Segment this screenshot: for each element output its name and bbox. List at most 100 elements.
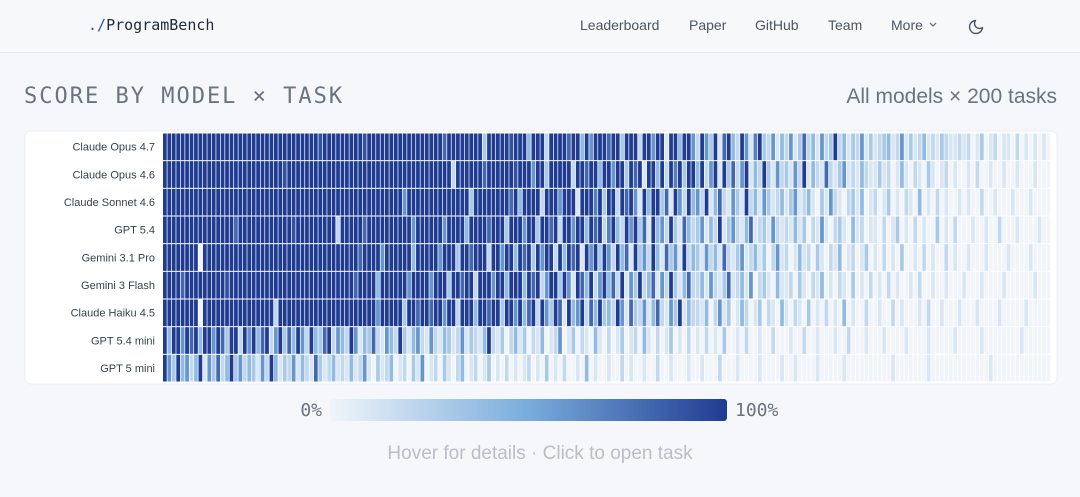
heatmap-cell (824, 299, 829, 327)
heatmap-cell (1042, 299, 1046, 327)
heatmap-cell (389, 327, 394, 354)
heatmap-cell (176, 161, 181, 188)
row-label: GPT 5.4 mini (91, 335, 155, 347)
heatmap-cell (766, 299, 771, 327)
heatmap-cell (784, 299, 789, 327)
heatmap-cell (544, 133, 549, 161)
heatmap-cell (229, 354, 234, 382)
row-label: GPT 5.4 (114, 225, 155, 237)
heatmap-cell (336, 354, 340, 382)
heatmap-cell (513, 244, 518, 271)
heatmap-cell (562, 133, 567, 161)
heatmap-cell (336, 271, 340, 299)
heatmap-cell (913, 216, 918, 244)
heatmap-cell (544, 216, 549, 244)
heatmap-cell (265, 327, 269, 354)
heatmap-cell (975, 244, 980, 271)
heatmap-cell (624, 271, 629, 299)
heatmap-cell (447, 271, 451, 299)
heatmap-cell (904, 244, 909, 271)
heatmap-cell (864, 133, 869, 161)
heatmap-cell (558, 271, 562, 299)
heatmap-cell (180, 299, 185, 327)
heatmap-cell (163, 133, 167, 161)
heatmap-cell (771, 354, 776, 382)
heatmap-cell (1037, 354, 1042, 382)
heatmap-cell (167, 161, 172, 188)
heatmap-cell (362, 271, 367, 299)
heatmap-cell (704, 216, 709, 244)
heatmap-cell (567, 354, 571, 382)
heatmap-cell (851, 161, 855, 188)
nav-link[interactable]: Leaderboard (580, 17, 660, 33)
logo[interactable]: ./ProgramBench (88, 16, 214, 34)
heatmap-cell (651, 216, 656, 244)
heatmap-cell (1011, 244, 1015, 271)
heatmap-cell (908, 133, 913, 161)
heatmap-cell (806, 354, 811, 382)
heatmap-cell (598, 133, 602, 161)
heatmap-cell (247, 216, 252, 244)
heatmap-cell (1006, 188, 1011, 216)
heatmap-cell (624, 327, 629, 354)
heatmap-cell (753, 244, 758, 271)
heatmap-cell (225, 244, 229, 271)
heatmap-cell (646, 299, 651, 327)
heatmap-cell (851, 133, 855, 161)
theme-toggle[interactable] (964, 11, 992, 39)
heatmap-cell (256, 133, 260, 161)
heatmap-cell (1042, 216, 1046, 244)
heatmap-cell (686, 299, 691, 327)
heatmap-cell (1015, 271, 1020, 299)
heatmap-cell (624, 133, 629, 161)
heatmap-cell (984, 161, 989, 188)
heatmap-cell (411, 244, 416, 271)
heatmap-cell (598, 299, 602, 327)
heatmap-cell (393, 354, 398, 382)
heatmap-cell (451, 299, 456, 327)
heatmap-cell (305, 188, 309, 216)
heatmap-cell (274, 188, 278, 216)
heatmap-cell (282, 216, 287, 244)
heatmap-cell (695, 133, 700, 161)
heatmap-cell (615, 327, 620, 354)
heatmap-cell (731, 327, 736, 354)
heatmap-cell (247, 133, 252, 161)
heatmap-cell (185, 133, 189, 161)
heatmap-cell (504, 161, 509, 188)
heatmap-cell (917, 133, 922, 161)
heatmap-cell (873, 354, 878, 382)
heatmap-cell (562, 299, 567, 327)
heatmap-cell (638, 327, 642, 354)
heatmap-cell (771, 327, 776, 354)
nav-link[interactable]: More (891, 17, 923, 33)
heatmap-cell (242, 354, 247, 382)
heatmap-cell (238, 216, 243, 244)
heatmap-cell (211, 133, 216, 161)
heatmap-cell (260, 327, 265, 354)
heatmap-cell (163, 161, 167, 188)
heatmap-cell (167, 354, 172, 382)
nav-link[interactable]: Team (828, 17, 863, 33)
heatmap-cell (673, 354, 678, 382)
heatmap-cell (389, 354, 394, 382)
heatmap-cell (704, 244, 709, 271)
nav-link[interactable]: Paper (689, 17, 727, 33)
heatmap-cell (225, 327, 229, 354)
heatmap-cell (598, 244, 602, 271)
heatmap-cell (611, 327, 616, 354)
heatmap-cell (487, 244, 491, 271)
heatmap-cell (313, 271, 318, 299)
heatmap-cell (744, 188, 749, 216)
heatmap-cell (926, 161, 931, 188)
heatmap-cell (744, 327, 749, 354)
nav-link[interactable]: GitHub (755, 17, 799, 33)
heatmap-cell (811, 133, 815, 161)
heatmap-cell (833, 327, 838, 354)
heatmap-cell (944, 244, 949, 271)
heatmap-cell (274, 271, 278, 299)
heatmap-cell (633, 271, 638, 299)
heatmap-cell (198, 244, 203, 271)
heatmap-cell (296, 161, 300, 188)
heatmap-cell (278, 188, 283, 216)
